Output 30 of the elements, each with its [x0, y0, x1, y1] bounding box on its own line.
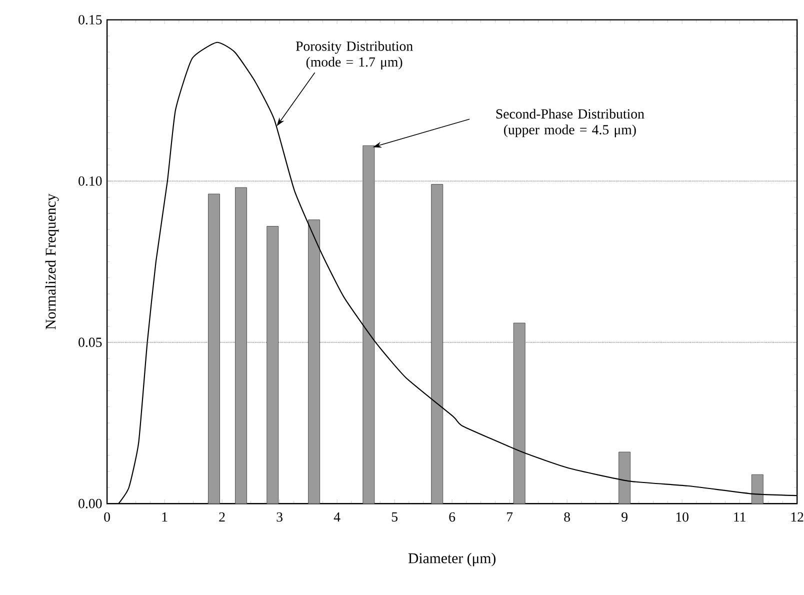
x-tick-label: 11 [734, 512, 746, 522]
x-tick-label: 12 [791, 512, 804, 522]
x-tick-label: 1 [162, 512, 168, 522]
bar [618, 452, 631, 504]
bar [266, 226, 279, 504]
bar [431, 184, 444, 504]
y-tick-label: 0.00 [78, 498, 102, 508]
x-tick-label: 8 [564, 512, 570, 522]
y-axis-title: Normalized Frequency [45, 194, 59, 330]
bar [513, 322, 526, 504]
x-tick-label: 10 [676, 512, 688, 522]
bar [362, 145, 375, 504]
x-tick-label: 3 [276, 512, 282, 522]
y-tick-label: 0.15 [78, 15, 102, 25]
x-tick-label: 7 [507, 512, 513, 522]
x-tick-label: 6 [449, 512, 456, 522]
bar [308, 220, 320, 504]
bar [235, 187, 248, 504]
x-tick-label: 9 [622, 512, 628, 522]
x-tick-label: 0 [104, 512, 110, 522]
x-axis-title: Diameter (μm) [408, 552, 496, 566]
x-tick-label: 4 [334, 512, 340, 522]
y-tick-label: 0.10 [78, 176, 102, 186]
y-tick-label: 0.05 [78, 338, 102, 348]
x-tick-label: 2 [219, 512, 225, 522]
bar [751, 474, 764, 504]
x-tick-label: 5 [392, 512, 398, 522]
bar [208, 194, 220, 504]
annotation: Second-Phase Distribution (upper mode = 4.5 μm) [496, 108, 644, 138]
annotation: Porosity Distribution (mode = 1.7 μm) [296, 41, 413, 70]
